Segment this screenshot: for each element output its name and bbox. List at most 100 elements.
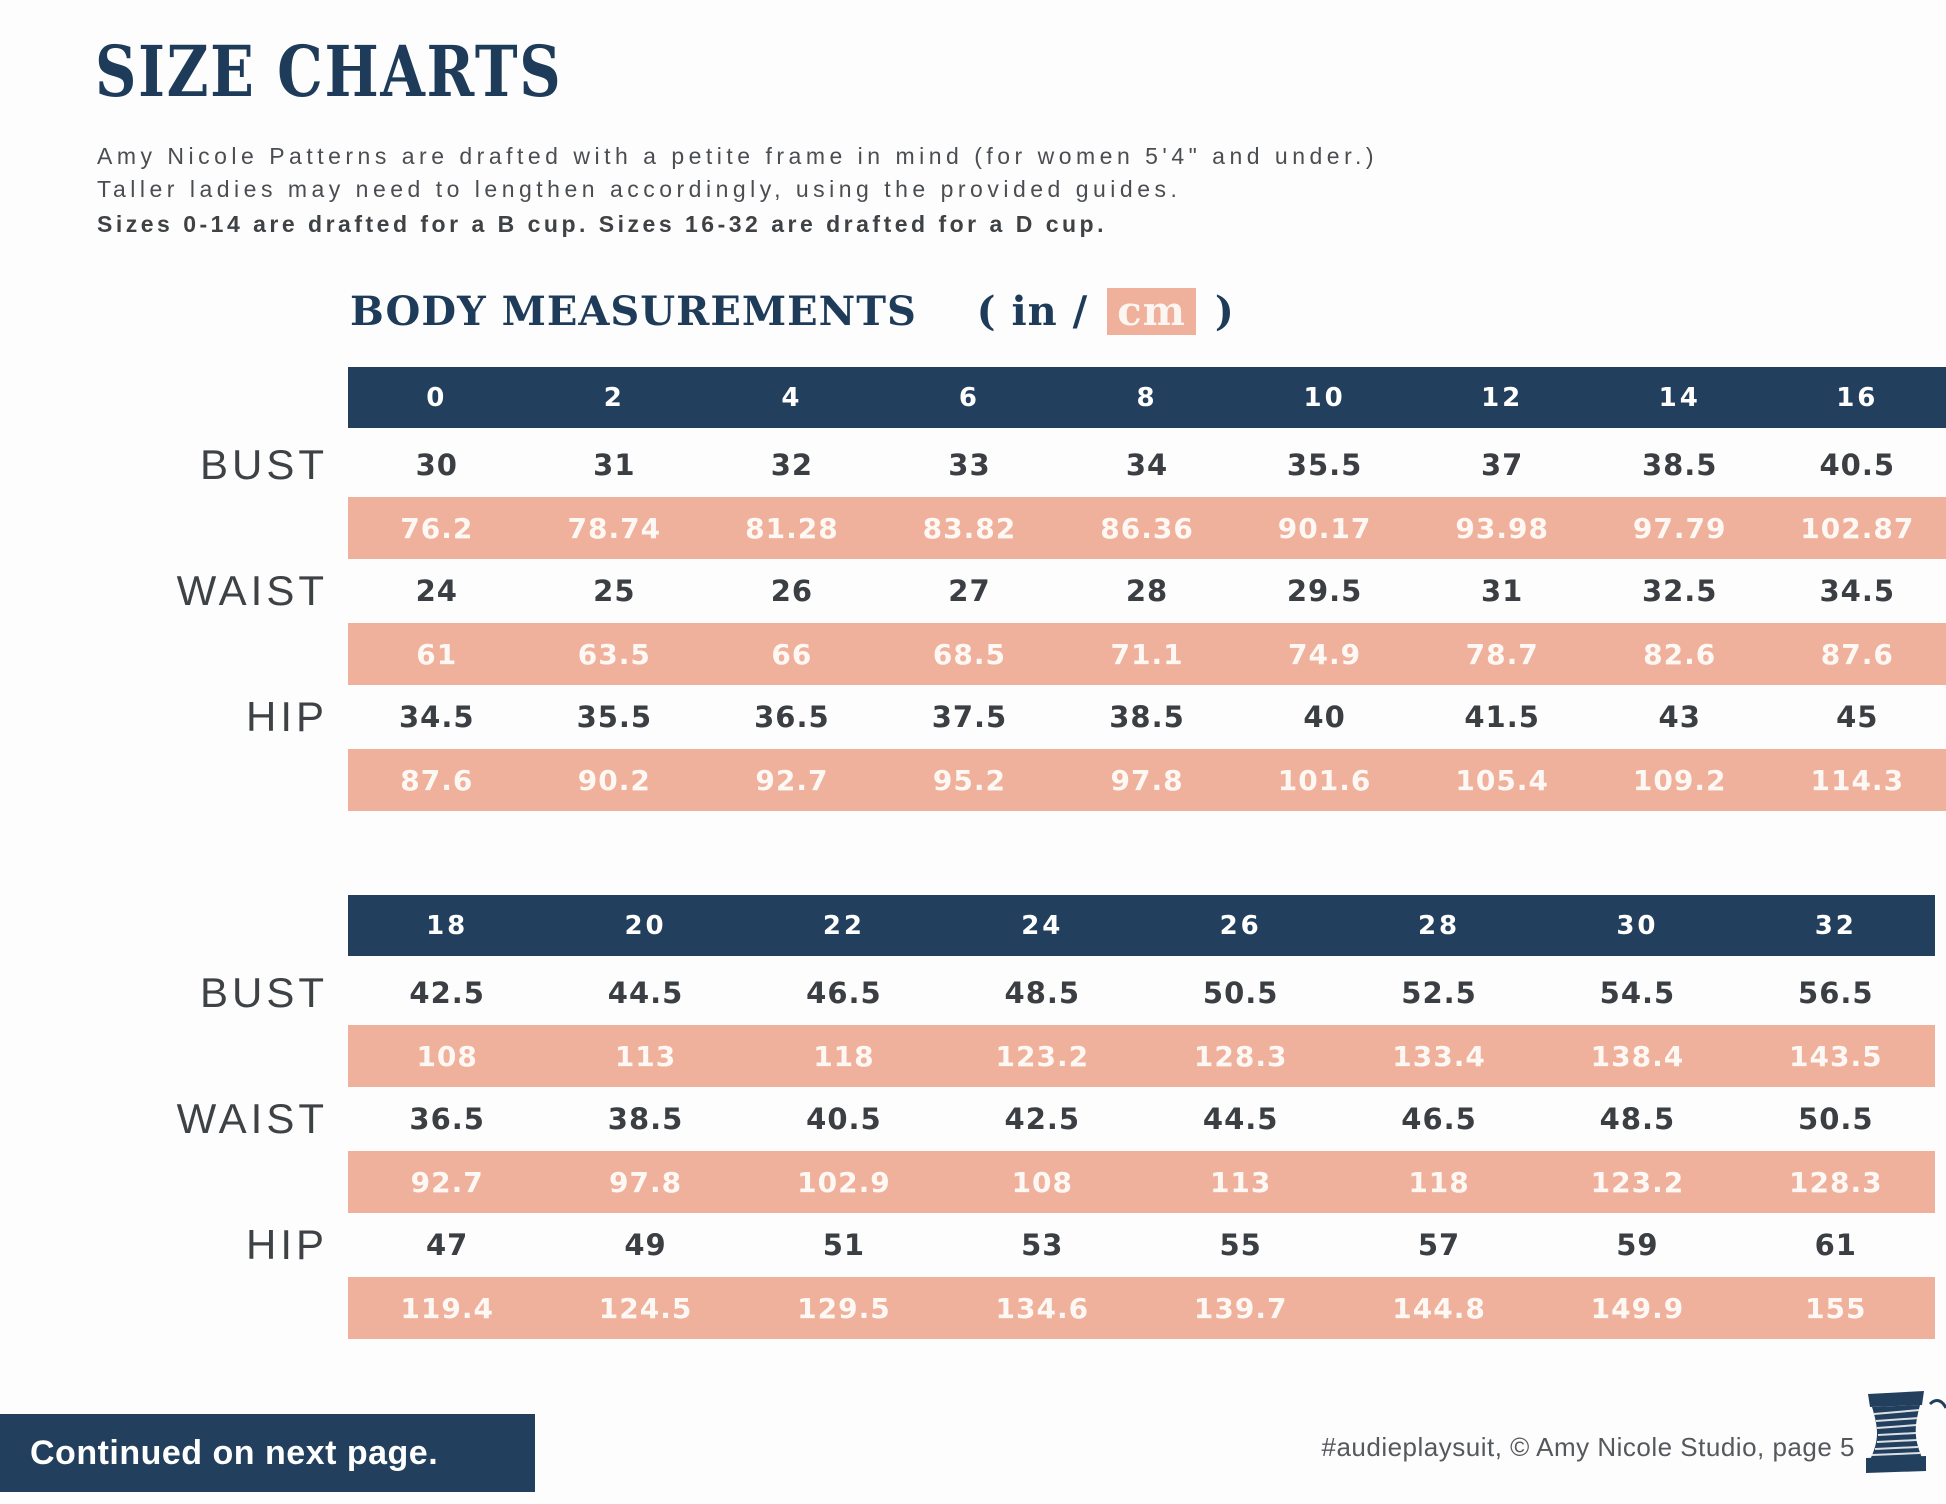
measurement-value-cm: 108: [416, 1039, 478, 1073]
cm-values: 108 113 118 123.2 128.3 133.4 138.4 143.5: [348, 1025, 1935, 1087]
inch-values: 30 31 32 33 34 35.5 37 38.5 40.5: [348, 433, 1946, 497]
measurement-value-in: 46.5: [806, 976, 882, 1010]
size-column-header: 32: [1814, 910, 1857, 941]
measurement-value-in: 29.5: [1286, 574, 1363, 608]
size-column-header: 28: [1417, 910, 1461, 941]
measurement-value-cm: 128.3: [1193, 1039, 1288, 1073]
measurement-value-cm: 113: [1209, 1165, 1272, 1199]
measurement-value-in: 46.5: [1401, 1102, 1477, 1136]
measurement-value-cm: 97.8: [609, 1165, 683, 1199]
measurement-row-inches: WAIST 36.5 38.5 40.5 42.5 44.5 46.5 48.5 50.5: [0, 1087, 1935, 1151]
measurement-value-in: 28: [1125, 574, 1169, 608]
measurement-value-cm: 61: [416, 637, 458, 671]
size-column-header: 6: [958, 382, 981, 413]
measurement-value-cm: 102.9: [797, 1165, 891, 1199]
measurement-value-cm: 119.4: [400, 1291, 494, 1325]
measurement-value-cm: 93.98: [1455, 511, 1549, 545]
measurement-value-in: 34.5: [1819, 574, 1896, 608]
measurement-value-in: 44.5: [607, 976, 684, 1010]
measurement-value-in: 31: [593, 448, 636, 482]
measurement-value-cm: 134.6: [995, 1291, 1090, 1325]
measurement-value-cm: 87.6: [400, 763, 474, 797]
page-title: SIZE CHARTS: [95, 30, 563, 113]
measurement-value-in: 36.5: [409, 1102, 485, 1136]
measurement-row-inches: WAIST 24 25 26 27 28 29.5 31 32.5 34.5: [0, 559, 1946, 623]
measurement-rows: BUST 42.5 44.5 46.5 48.5 50.5 52.5 54.5 56.5 108 1…: [0, 961, 1935, 1339]
measurement-row-inches: BUST 30 31 32 33 34 35.5 37 38.5 40.5: [0, 433, 1946, 497]
measurement-value-cm: 92.7: [410, 1165, 484, 1199]
measurement-row-cm: 87.6 90.2 92.7 95.2 97.8 101.6 105.4 109.2 114.3: [348, 749, 1946, 811]
measurement-value-cm: 114.3: [1810, 763, 1905, 797]
intro-line-1: Amy Nicole Patterns are drafted with a p…: [97, 143, 1379, 169]
measurement-value-cm: 90.17: [1277, 511, 1372, 545]
measurement-value-in: 51: [822, 1228, 866, 1262]
measurement-label: BUST: [199, 441, 328, 488]
size-column-header: 24: [1021, 910, 1064, 941]
measurement-value-in: 45: [1836, 700, 1879, 734]
measurement-value-cm: 82.6: [1643, 637, 1717, 671]
measurement-value-in: 42.5: [409, 976, 485, 1010]
measurement-row-inches: HIP 34.5 35.5 36.5 37.5 38.5 40 41.5 43 45: [0, 685, 1946, 749]
footer-credit: #audieplaysuit, © Amy Nicole Studio, pag…: [1321, 1432, 1855, 1462]
measurement-value-cm: 66: [771, 637, 813, 671]
measurement-value-cm: 86.36: [1100, 511, 1194, 545]
measurement-value-cm: 97.79: [1632, 511, 1727, 545]
measurement-value-in: 59: [1616, 1228, 1659, 1262]
unit-cm-label: cm: [1107, 288, 1196, 335]
measurement-value-in: 53: [1021, 1228, 1064, 1262]
size-table-0-16: 0 2 4 6 8 10 12 14 16 BUST 30 31 32 33 34 35.5 37 38.5 40…: [0, 367, 1946, 811]
measurement-value-cm: 95.2: [932, 763, 1007, 797]
unit-inches-label: in: [1011, 288, 1058, 335]
measurement-value-cm: 128.3: [1789, 1165, 1883, 1199]
measurement-row-inches: HIP 47 49 51 53 55 57 59 61: [0, 1213, 1935, 1277]
measurement-value-in: 42.5: [1004, 1102, 1081, 1136]
measurement-value-cm: 87.6: [1820, 637, 1894, 671]
measurement-value-in: 33: [948, 448, 991, 482]
measurement-value-cm: 81.28: [745, 511, 839, 545]
intro-line-2: Taller ladies may need to lengthen accor…: [97, 176, 1182, 202]
size-column-header: 10: [1303, 382, 1346, 413]
measurement-value-in: 36.5: [754, 700, 830, 734]
measurement-value-in: 49: [624, 1228, 667, 1262]
size-header-row: 18 20 22 24 26 28 30 32: [348, 895, 1935, 956]
measurement-value-cm: 68.5: [932, 637, 1007, 671]
measurement-value-in: 57: [1417, 1228, 1461, 1262]
inch-values: 34.5 35.5 36.5 37.5 38.5 40 41.5 43 45: [348, 685, 1946, 749]
measurement-value-cm: 74.9: [1288, 637, 1362, 671]
measurement-value-in: 50.5: [1798, 1102, 1874, 1136]
measurement-value-in: 34.5: [399, 700, 475, 734]
measurement-value-in: 35.5: [1286, 448, 1363, 482]
measurement-value-in: 55: [1219, 1228, 1262, 1262]
size-column-header: 26: [1219, 910, 1262, 941]
heading-text: BODY MEASUREMENTS: [350, 288, 917, 335]
measurement-value-in: 43: [1658, 700, 1701, 734]
measurement-value-cm: 63.5: [577, 637, 651, 671]
size-column-header: 30: [1616, 910, 1659, 941]
measurement-value-in: 38.5: [1109, 700, 1185, 734]
measurement-value-cm: 90.2: [577, 763, 651, 797]
size-table-18-32: 18 20 22 24 26 28 30 32 BUST 42.5 44.5 46.5 48.5 50.…: [0, 895, 1935, 1339]
inch-values: 24 25 26 27 28 29.5 31 32.5 34.5: [348, 559, 1946, 623]
measurement-value-in: 52.5: [1401, 976, 1477, 1010]
measurement-value-in: 48.5: [1599, 1102, 1676, 1136]
body-measurements-heading: BODY MEASUREMENTS ( in / cm ): [350, 288, 1235, 335]
size-column-header: 4: [781, 382, 803, 413]
continued-banner: Continued on next page.: [0, 1414, 535, 1492]
measurement-value-cm: 144.8: [1392, 1291, 1486, 1325]
measurement-value-cm: 139.7: [1193, 1291, 1288, 1325]
measurement-value-cm: 78.7: [1465, 637, 1539, 671]
measurement-value-in: 27: [948, 574, 991, 608]
measurement-value-cm: 97.8: [1110, 763, 1184, 797]
measurement-value-in: 31: [1480, 574, 1524, 608]
measurement-value-in: 38.5: [607, 1102, 684, 1136]
measurement-value-cm: 83.82: [922, 511, 1017, 545]
measurement-value-in: 56.5: [1798, 976, 1874, 1010]
size-column-header: 16: [1836, 382, 1879, 413]
measurement-row-inches: BUST 42.5 44.5 46.5 48.5 50.5 52.5 54.5 56.5: [0, 961, 1935, 1025]
unit-slash: /: [1072, 288, 1089, 335]
close-paren: ): [1214, 288, 1235, 335]
measurement-rows: BUST 30 31 32 33 34 35.5 37 38.5 40.5 76.2 78.74 81.…: [0, 433, 1946, 811]
measurement-row-cm: 108 113 118 123.2 128.3 133.4 138.4 143.5: [348, 1025, 1935, 1087]
inch-values: 42.5 44.5 46.5 48.5 50.5 52.5 54.5 56.5: [348, 961, 1935, 1025]
